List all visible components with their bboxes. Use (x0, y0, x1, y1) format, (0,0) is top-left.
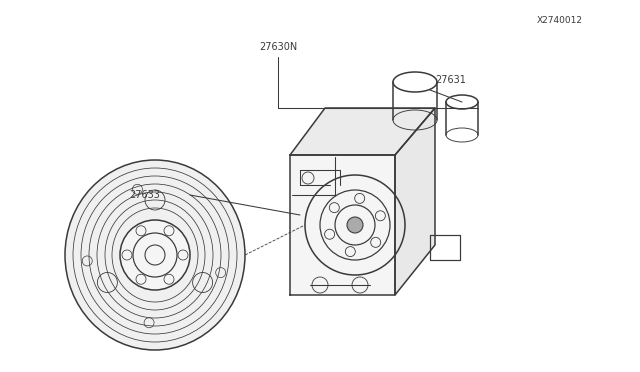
Polygon shape (395, 108, 435, 295)
Ellipse shape (65, 160, 245, 350)
Circle shape (347, 217, 363, 233)
Polygon shape (290, 155, 395, 295)
Polygon shape (290, 108, 435, 155)
Text: 27631: 27631 (435, 75, 466, 85)
Text: 27633: 27633 (129, 190, 160, 200)
Text: X2740012: X2740012 (537, 16, 583, 25)
Text: 27630N: 27630N (259, 42, 297, 52)
Circle shape (120, 220, 190, 290)
